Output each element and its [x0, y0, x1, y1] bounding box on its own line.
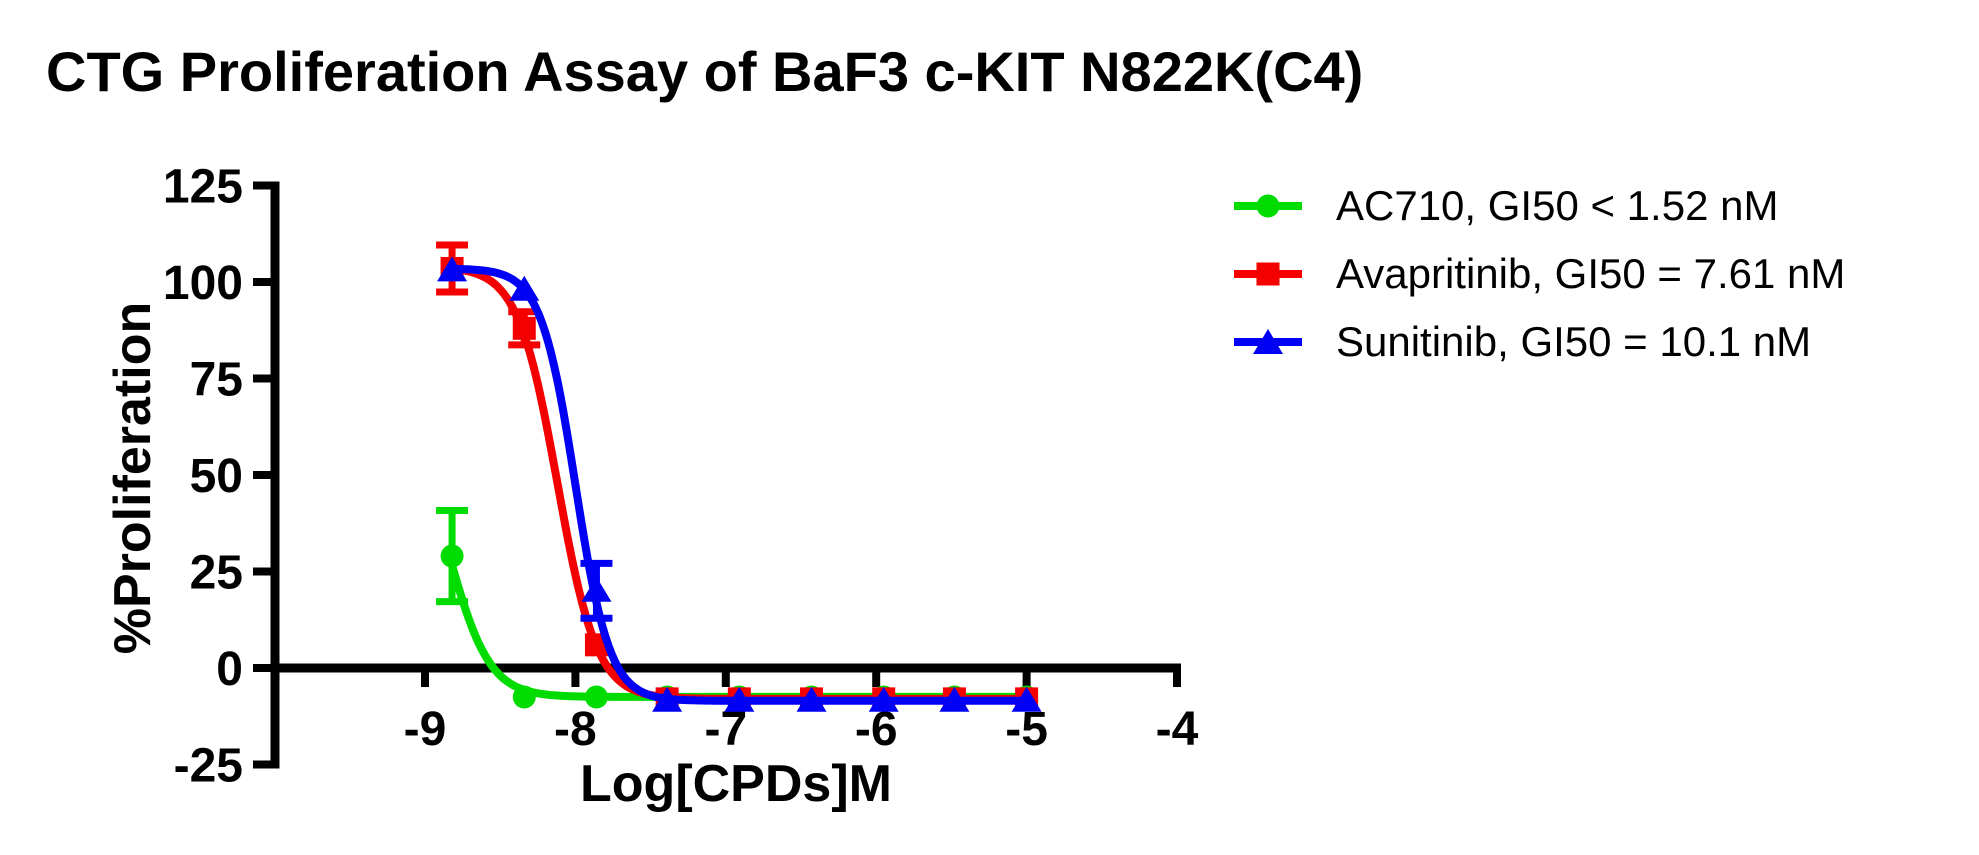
legend-label: Avapritinib, GI50 = 7.61 nM: [1336, 250, 1846, 297]
x-tick-label: -7: [704, 703, 747, 756]
data-point-sunitinib: [652, 686, 683, 712]
x-axis-title: Log[CPDs]M: [580, 755, 892, 813]
fit-curve-ac710: [448, 561, 1031, 701]
data-point-ac710: [512, 685, 536, 709]
legend-item-sunitinib: Sunitinib, GI50 = 10.1 nM: [1232, 308, 1845, 376]
data-point-sunitinib: [509, 275, 540, 301]
data-point-sunitinib: [1011, 686, 1042, 712]
fit-curve-avapritinib: [448, 264, 1031, 703]
legend-label: AC710, GI50 < 1.52 nM: [1336, 182, 1779, 229]
data-point-sunitinib: [868, 686, 899, 712]
legend-item-avapritinib: Avapritinib, GI50 = 7.61 nM: [1232, 240, 1845, 308]
data-point-sunitinib: [437, 256, 468, 282]
fit-curve-sunitinib: [448, 264, 1031, 705]
data-point-sunitinib: [796, 686, 827, 712]
x-tick-label: -8: [554, 703, 597, 756]
x-tick-label: -4: [1156, 703, 1199, 756]
legend: AC710, GI50 < 1.52 nM Avapritinib, GI50 =…: [1232, 172, 1845, 376]
y-tick-label: 50: [190, 450, 243, 503]
data-point-ac710: [584, 685, 608, 709]
data-point-sunitinib: [939, 686, 970, 712]
y-tick-label: 100: [163, 257, 243, 310]
x-tick-label: -9: [404, 703, 447, 756]
y-tick-label: 0: [216, 643, 243, 696]
chart-title: CTG Proliferation Assay of BaF3 c-KIT N8…: [46, 40, 1364, 103]
legend-label: Sunitinib, GI50 = 10.1 nM: [1336, 318, 1812, 365]
y-tick-label: -25: [174, 740, 243, 793]
legend-item-ac710: AC710, GI50 < 1.52 nM: [1232, 172, 1845, 240]
y-tick-label: 25: [190, 547, 243, 600]
data-point-sunitinib: [724, 686, 755, 712]
y-tick-label: 75: [190, 354, 243, 407]
y-axis-title: %Proliferation: [104, 301, 162, 655]
y-tick-label: 125: [163, 161, 243, 214]
x-tick-label: -5: [1005, 703, 1048, 756]
data-point-avapritinib: [512, 316, 536, 340]
x-tick-label: -6: [855, 703, 898, 756]
triangle-marker-icon: [1234, 329, 1302, 354]
data-point-ac710: [440, 544, 464, 568]
data-point-sunitinib: [581, 576, 612, 602]
square-marker-icon: [1234, 262, 1302, 286]
circle-marker-icon: [1234, 194, 1302, 218]
